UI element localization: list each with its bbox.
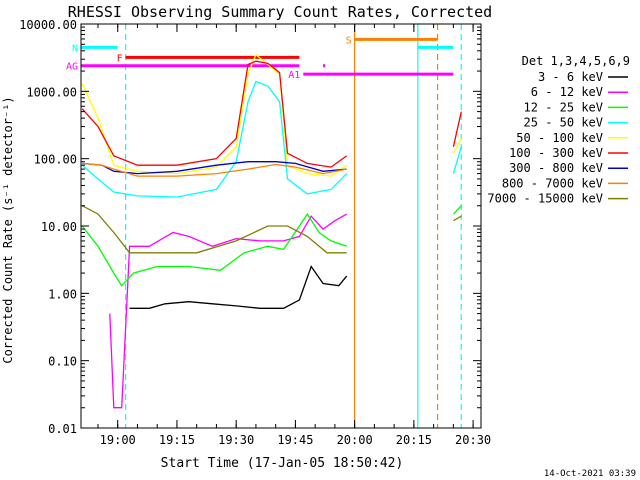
series-line-0 xyxy=(129,265,348,309)
x-tick-label: 19:30 xyxy=(218,433,254,447)
x-tick-label: 19:00 xyxy=(100,433,136,447)
footer-date: 14-Oct-2021 03:39 xyxy=(544,469,636,479)
series-line-6 xyxy=(82,161,347,175)
series-line-after-gap-0 xyxy=(452,138,462,154)
y-tick-label: 100.00 xyxy=(34,153,77,167)
legend-label-2: 12 - 25 keV xyxy=(524,100,603,114)
flag-label: AG xyxy=(66,62,78,73)
series-line-after-gap-4 xyxy=(453,215,462,222)
x-tick-label: 20:00 xyxy=(337,433,373,447)
flag-label: A1 xyxy=(288,70,300,81)
legend-title: Det 1,3,4,5,6,9 xyxy=(522,54,630,68)
series-line-7 xyxy=(82,162,347,177)
x-tick-label: 19:45 xyxy=(277,433,313,447)
series-line-5 xyxy=(81,60,348,168)
y-tick-label: 0.01 xyxy=(48,422,77,436)
series-line-after-gap-2 xyxy=(452,146,462,174)
legend-label-8: 7000 - 15000 keV xyxy=(487,192,603,206)
series-line-1 xyxy=(109,213,348,409)
legend-label-6: 300 - 800 keV xyxy=(509,161,603,175)
x-tick-label: 20:15 xyxy=(396,433,432,447)
x-tick-label: 19:15 xyxy=(159,433,195,447)
y-tick-label: 10000.00 xyxy=(19,18,77,32)
plot-area: N F AG A1 S 10000.00 1000.00 100.00 10.00 1.00 0.1… xyxy=(19,18,491,447)
legend-label-5: 100 - 300 keV xyxy=(509,146,603,160)
y-tick-label: 0.10 xyxy=(48,355,77,369)
x-axis-label: Start Time (17-Jan-05 18:50:42) xyxy=(161,456,404,471)
series-line-2 xyxy=(81,212,347,287)
legend-label-4: 50 - 100 keV xyxy=(516,131,603,145)
flag-label: N xyxy=(72,43,78,54)
series-line-3 xyxy=(81,80,348,198)
x-tick-label: 20:30 xyxy=(455,433,491,447)
series-line-4 xyxy=(81,53,348,177)
legend-label-3: 25 - 50 keV xyxy=(524,116,603,130)
legend-label-1: 6 - 12 keV xyxy=(531,85,603,99)
series-line-8 xyxy=(81,205,347,254)
y-tick-label: 1000.00 xyxy=(26,85,77,99)
flag-label: F xyxy=(117,53,123,64)
legend-label-7: 800 - 7000 keV xyxy=(502,176,603,190)
y-axis-label: Corrected Count Rate (s⁻¹ detector⁻¹) xyxy=(1,96,15,363)
y-tick-label: 10.00 xyxy=(41,220,77,234)
series-line-after-gap-1 xyxy=(452,111,462,147)
flag-label: S xyxy=(346,35,352,46)
series-line-after-gap-3 xyxy=(452,205,462,215)
chart-title: RHESSI Observing Summary Count Rates, Co… xyxy=(68,3,492,21)
legend-label-0: 3 - 6 keV xyxy=(538,70,603,84)
y-tick-label: 1.00 xyxy=(48,287,77,301)
